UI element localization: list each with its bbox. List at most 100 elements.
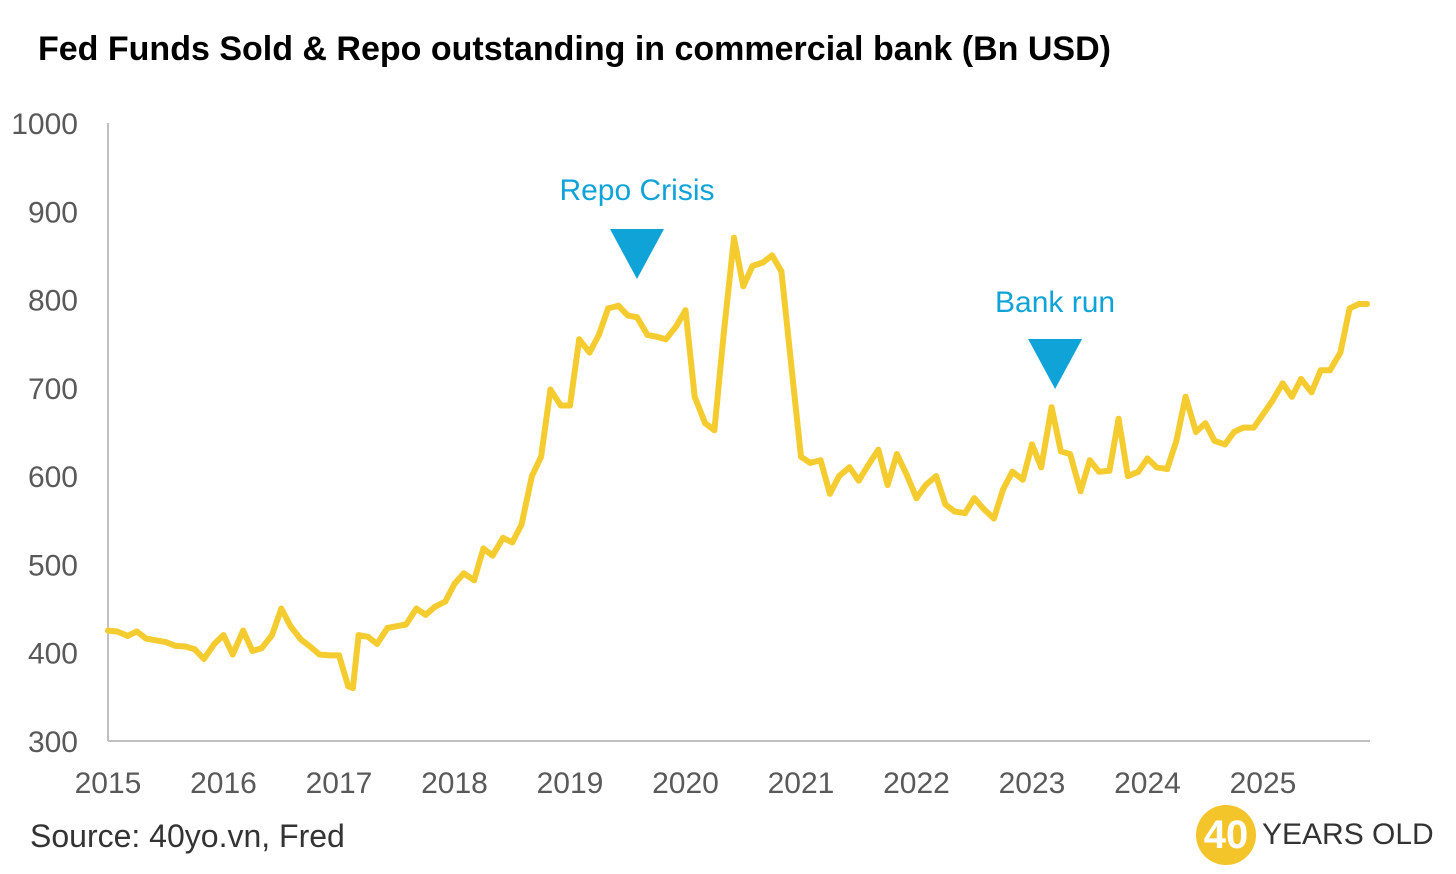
data-point bbox=[788, 367, 795, 374]
data-point bbox=[297, 636, 304, 643]
x-tick-label: 2017 bbox=[306, 767, 373, 800]
data-point bbox=[1067, 451, 1074, 458]
data-point bbox=[1202, 420, 1209, 427]
data-point bbox=[605, 305, 612, 312]
data-point bbox=[269, 632, 275, 639]
data-point bbox=[1193, 429, 1199, 435]
data-point bbox=[913, 495, 920, 502]
data-point bbox=[1115, 415, 1122, 422]
data-point bbox=[220, 632, 227, 639]
data-point bbox=[634, 314, 640, 321]
data-point bbox=[1337, 349, 1344, 356]
data-point bbox=[538, 453, 545, 460]
data-point bbox=[731, 234, 737, 241]
data-point bbox=[182, 643, 189, 650]
data-point bbox=[1019, 476, 1026, 483]
data-point bbox=[326, 652, 333, 659]
data-point bbox=[749, 263, 756, 269]
data-point bbox=[480, 545, 487, 552]
source-note: Source: 40yo.vn, Fred bbox=[30, 818, 345, 854]
data-point bbox=[980, 505, 987, 512]
data-point bbox=[287, 623, 294, 630]
data-point bbox=[1135, 468, 1142, 475]
data-point bbox=[451, 580, 458, 587]
data-point bbox=[1288, 393, 1295, 400]
x-tick-label: 2016 bbox=[190, 767, 257, 800]
data-point bbox=[971, 495, 978, 502]
data-point bbox=[1260, 411, 1266, 418]
data-point bbox=[691, 393, 698, 400]
data-point bbox=[471, 577, 478, 584]
data-point bbox=[1009, 468, 1016, 475]
data-point bbox=[489, 552, 496, 559]
annotation-label: Repo Crisis bbox=[559, 174, 714, 207]
data-point bbox=[143, 635, 150, 642]
data-point bbox=[413, 605, 420, 612]
data-point bbox=[240, 627, 247, 634]
x-tick-label: 2025 bbox=[1230, 767, 1297, 800]
data-point bbox=[547, 386, 554, 393]
data-point bbox=[836, 473, 843, 480]
data-point bbox=[316, 651, 323, 658]
data-point bbox=[595, 331, 602, 338]
data-point bbox=[1038, 464, 1045, 471]
data-point bbox=[172, 642, 178, 649]
data-point bbox=[1269, 398, 1276, 405]
data-point bbox=[422, 611, 429, 618]
data-point bbox=[1327, 367, 1333, 374]
data-point bbox=[114, 628, 121, 635]
data-point bbox=[124, 632, 131, 639]
data-point bbox=[1346, 305, 1353, 312]
data-point bbox=[1182, 393, 1189, 400]
data-point bbox=[817, 457, 824, 464]
data-point bbox=[1164, 466, 1171, 473]
data-point bbox=[702, 420, 709, 427]
data-point bbox=[567, 402, 573, 409]
x-tick-label: 2015 bbox=[75, 767, 142, 800]
data-point bbox=[345, 683, 352, 690]
data-point bbox=[1317, 367, 1324, 374]
data-point bbox=[1048, 404, 1055, 411]
data-point bbox=[1355, 301, 1362, 307]
data-point bbox=[711, 427, 718, 434]
y-tick-label: 900 bbox=[28, 196, 78, 229]
data-point bbox=[855, 477, 862, 484]
data-point bbox=[673, 323, 680, 330]
data-point bbox=[884, 482, 891, 488]
data-point bbox=[442, 598, 449, 605]
y-tick-label: 400 bbox=[28, 638, 78, 671]
data-point bbox=[1000, 486, 1007, 493]
data-point bbox=[133, 628, 140, 635]
chart-canvas: 300 400 500 600 700 800 900 1000 2015 2016 2017 201… bbox=[11, 108, 1370, 800]
annotation-marker-icon bbox=[1028, 339, 1083, 389]
data-point bbox=[740, 283, 747, 290]
data-point bbox=[509, 539, 516, 546]
data-point bbox=[1211, 437, 1218, 444]
x-tick-label: 2022 bbox=[883, 767, 950, 800]
data-point bbox=[1086, 457, 1093, 464]
y-tick-label: 1000 bbox=[11, 108, 78, 141]
data-point bbox=[336, 652, 342, 659]
data-point bbox=[403, 621, 409, 628]
data-point bbox=[893, 451, 900, 458]
data-point bbox=[1106, 467, 1113, 474]
data-point bbox=[904, 473, 911, 480]
data-point bbox=[162, 639, 169, 646]
data-point bbox=[759, 259, 766, 266]
data-point bbox=[557, 402, 564, 409]
data-point bbox=[644, 331, 651, 338]
data-point bbox=[1221, 441, 1228, 448]
y-tick-label: 600 bbox=[28, 461, 78, 494]
data-point bbox=[1124, 473, 1131, 480]
data-point bbox=[682, 307, 689, 314]
data-point bbox=[191, 646, 198, 653]
data-point bbox=[807, 459, 814, 466]
data-point bbox=[1077, 488, 1084, 495]
data-point bbox=[865, 462, 871, 469]
annotation-marker-icon bbox=[609, 229, 664, 279]
x-tick-label: 2020 bbox=[652, 767, 719, 800]
x-tick-label: 2019 bbox=[537, 767, 604, 800]
data-point bbox=[1308, 389, 1315, 396]
data-point bbox=[1057, 448, 1064, 455]
y-tick-label: 300 bbox=[28, 726, 78, 759]
